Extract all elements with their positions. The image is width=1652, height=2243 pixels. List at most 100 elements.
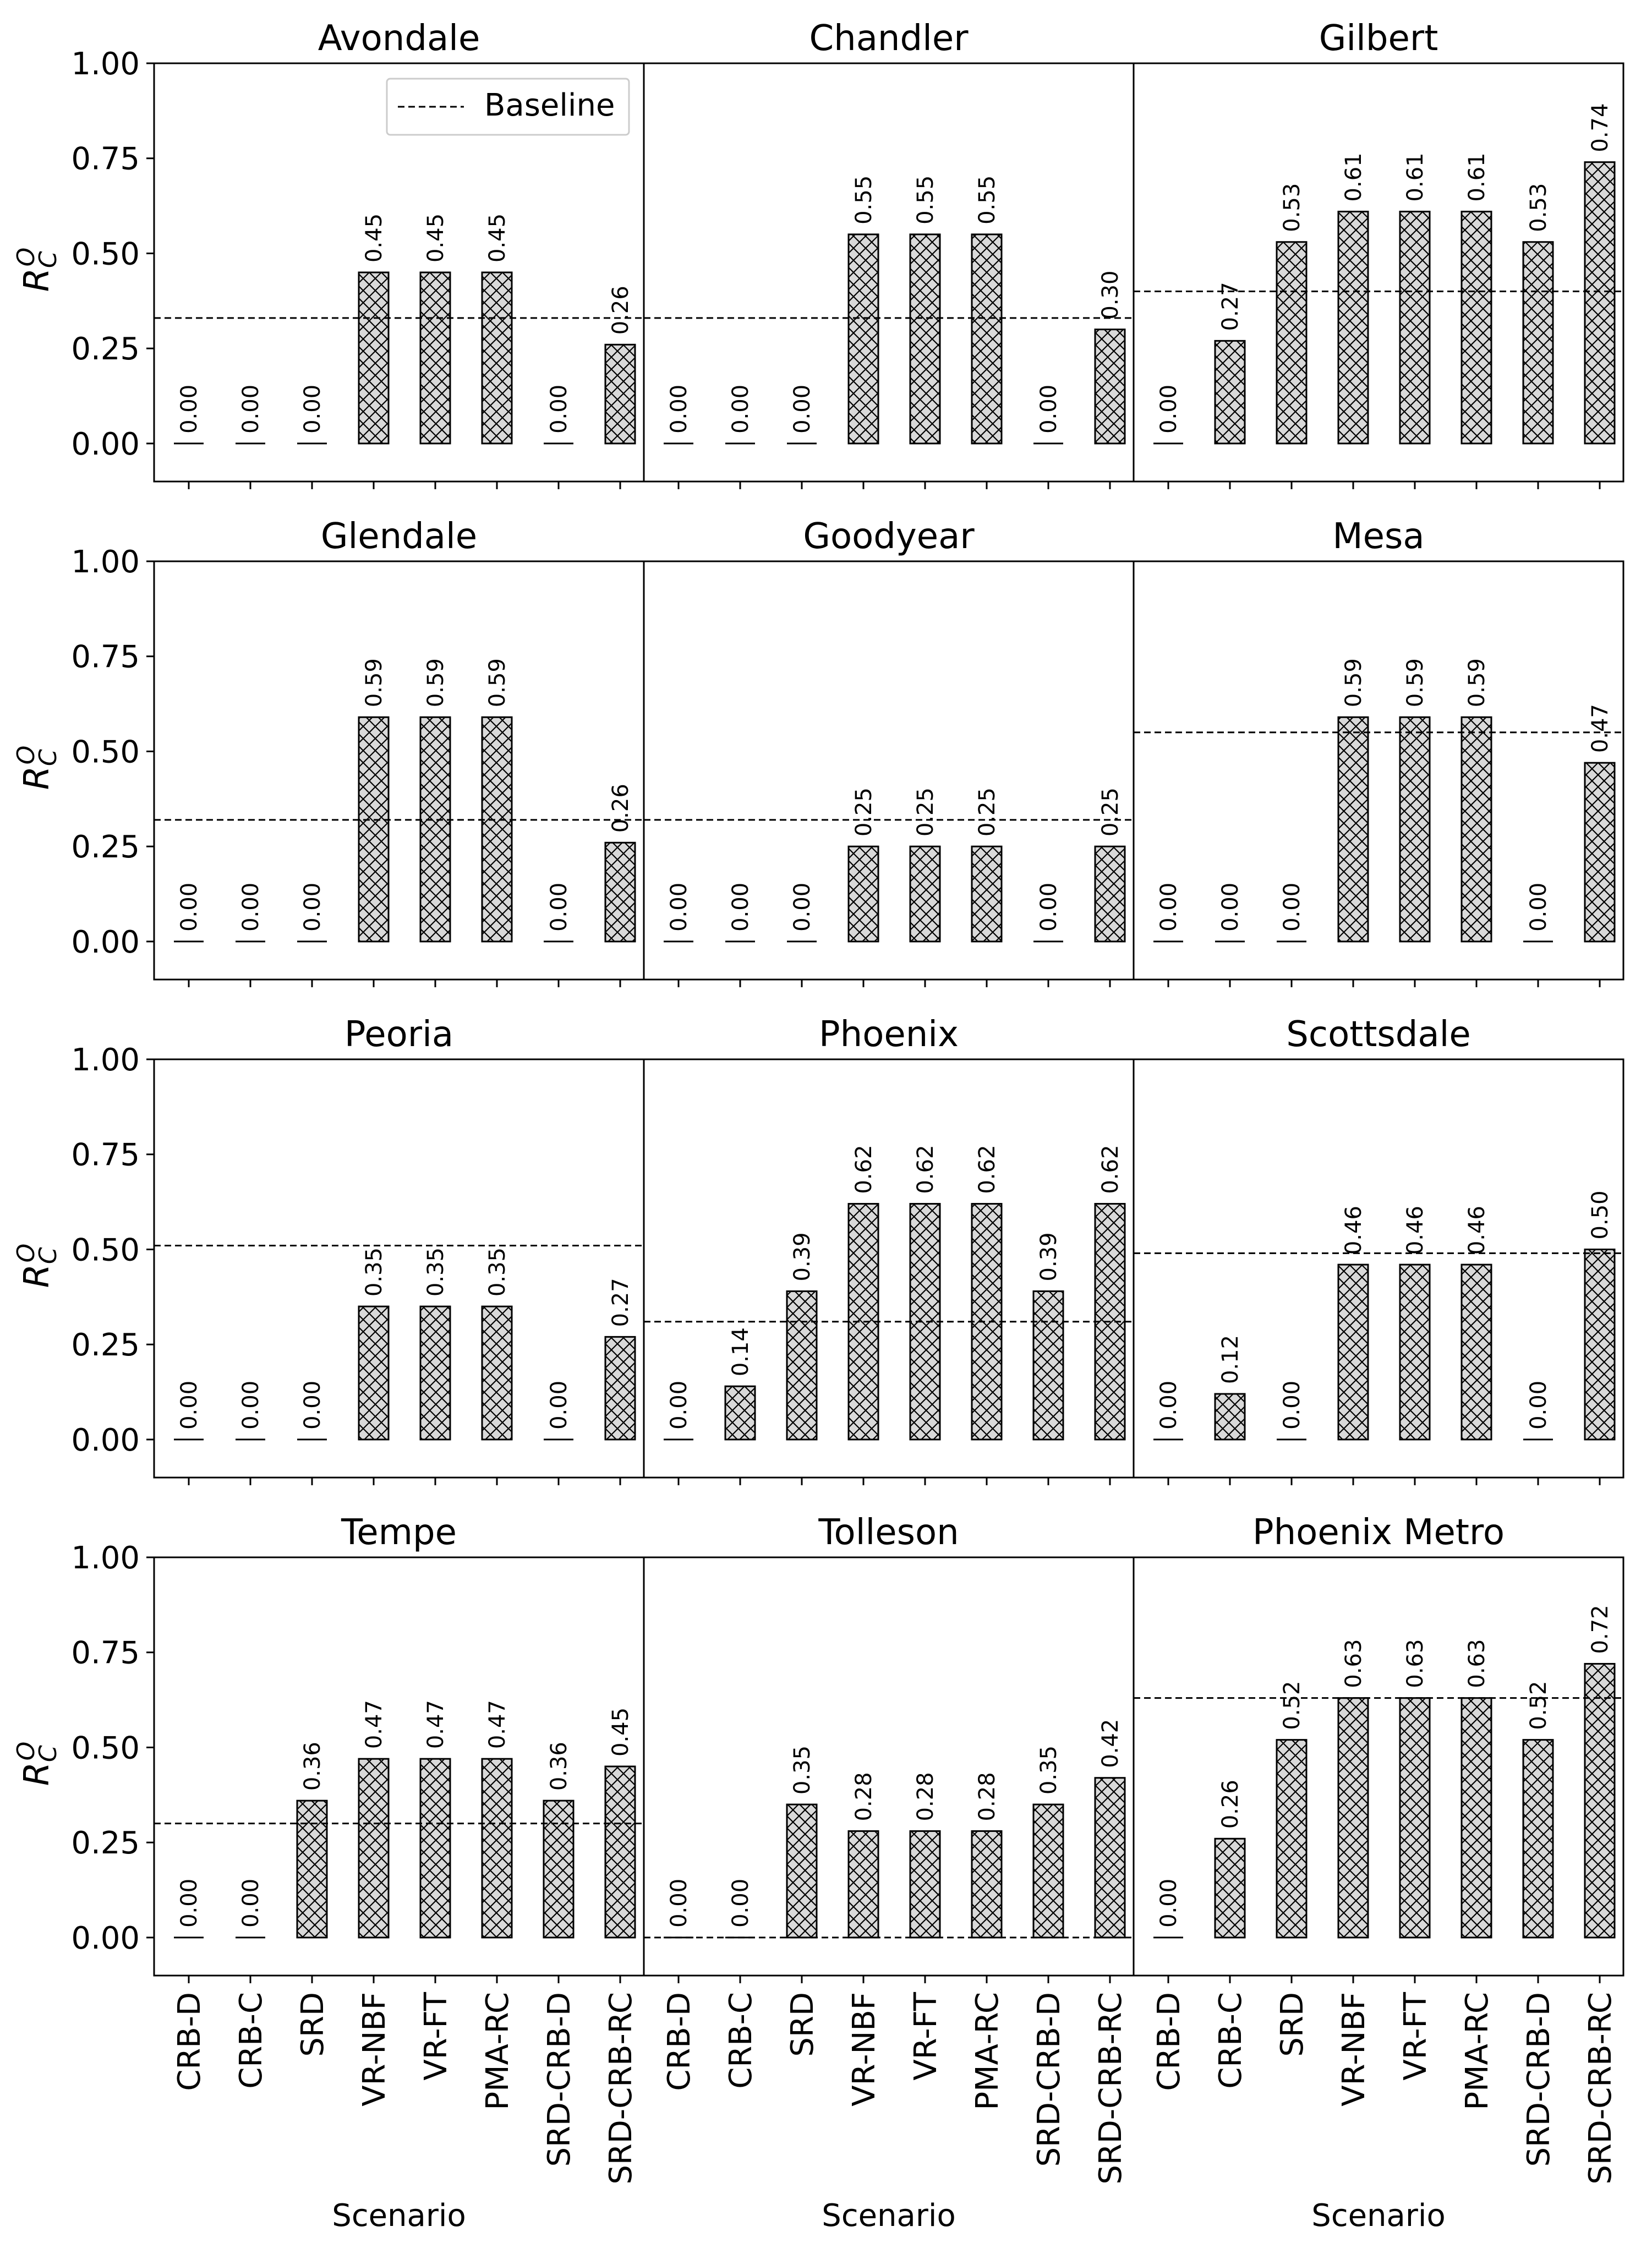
bar-vr-nbf: [1337, 1263, 1369, 1441]
value-label: 0.00: [728, 883, 753, 932]
bar-vr-nbf: [847, 1830, 879, 1939]
value-label: 0.00: [1279, 1381, 1305, 1430]
value-label: 0.00: [728, 385, 753, 434]
bar-vr-ft: [1399, 1697, 1431, 1939]
x-tick-label: VR-NBF: [357, 1992, 392, 2107]
value-label: 0.36: [300, 1742, 325, 1791]
panel-frame: [1133, 1556, 1624, 1977]
y-tick-label: 1.00: [71, 1540, 140, 1576]
value-label: 0.00: [790, 883, 815, 932]
value-label: 0.61: [1464, 152, 1490, 201]
value-label: 0.59: [362, 658, 387, 707]
value-label: 0.00: [177, 385, 202, 434]
value-label: 0.28: [851, 1772, 877, 1821]
y-axis-label: RCO: [12, 1244, 62, 1288]
value-label: 0.00: [1036, 883, 1062, 932]
panel-phoenix: Phoenix 0.00 0.14 0.39 0.62 0.62 0.62 0.39 0.62: [643, 1014, 1135, 1485]
value-label: 0.74: [1588, 103, 1613, 152]
y-tick-label: 1.00: [71, 544, 140, 580]
x-tick-label: CRB-C: [233, 1992, 269, 2089]
bar-vr-ft: [419, 271, 451, 445]
bar-vr-ft: [909, 233, 941, 445]
value-label: 0.26: [608, 286, 633, 335]
value-label: 0.59: [1341, 658, 1366, 707]
bar-vr-ft: [419, 1305, 451, 1441]
value-label: 0.27: [1218, 282, 1243, 331]
y-tick-label: 0.75: [71, 1137, 140, 1173]
value-label: 0.00: [1526, 1381, 1551, 1430]
value-label: 0.25: [975, 787, 1000, 836]
bar-vr-ft: [909, 845, 941, 943]
x-tick-label: SRD-CRB-RC: [1583, 1992, 1618, 2185]
value-label: 0.14: [728, 1327, 753, 1376]
panels-layer: Avondale 0.00 0.00 0.00 0.45 0.45 0.45 0.00 0.26…: [12, 18, 1624, 2234]
value-label: 0.47: [362, 1700, 387, 1749]
value-label: 0.46: [1464, 1206, 1490, 1255]
bar-srd-crb-rc: [1094, 1777, 1126, 1939]
y-tick-label: 0.25: [71, 829, 140, 865]
y-tick-label: 0.25: [71, 1825, 140, 1861]
x-tick-label: CRB-D: [661, 1992, 697, 2091]
value-label: 0.00: [1156, 1381, 1181, 1430]
value-label: 0.39: [1036, 1232, 1062, 1281]
y-tick-label: 0.50: [71, 1232, 140, 1268]
value-label: 0.00: [238, 883, 264, 932]
bar-crb-c: [1214, 340, 1246, 445]
value-label: 0.36: [546, 1742, 572, 1791]
panel-tempe: Tempe 0.00 CRB-D 0.00 CRB-C 0.36 SRD 0.47 VR-NBF…: [12, 1512, 645, 2234]
x-tick-label: CRB-D: [1151, 1992, 1187, 2091]
panel-scottsdale: Scottsdale 0.00 0.12 0.00 0.46 0.46 0.46 0.00 0.…: [1133, 1014, 1624, 1485]
bar-pma-rc: [971, 845, 1003, 943]
value-label: 0.12: [1218, 1335, 1243, 1384]
value-label: 0.62: [1098, 1145, 1123, 1194]
y-tick-label: 0.00: [71, 1423, 140, 1458]
value-label: 0.00: [1156, 385, 1181, 434]
panel-title: Tempe: [341, 1512, 457, 1553]
value-label: 0.00: [728, 1879, 753, 1928]
x-tick-label: VR-NBF: [1336, 1992, 1372, 2107]
panel-mesa: Mesa 0.00 0.00 0.00 0.59 0.59 0.59 0.00 0.47: [1133, 516, 1624, 987]
bar-pma-rc: [1460, 210, 1492, 445]
bar-srd-crb-rc: [1584, 762, 1616, 943]
bar-srd-crb-rc: [604, 1336, 636, 1441]
panel-avondale: Avondale 0.00 0.00 0.00 0.45 0.45 0.45 0.00 0.26…: [12, 18, 645, 489]
panel-title: Avondale: [318, 18, 480, 59]
value-label: 0.42: [1098, 1719, 1123, 1768]
y-tick-label: 0.50: [71, 1730, 140, 1766]
value-label: 0.55: [975, 176, 1000, 225]
x-tick-label: VR-FT: [1398, 1992, 1434, 2080]
bar-vr-nbf: [1337, 716, 1369, 943]
value-label: 0.00: [238, 1879, 264, 1928]
value-label: 0.45: [485, 214, 510, 262]
value-label: 0.00: [546, 385, 572, 434]
bar-srd-crb-d: [1032, 1290, 1064, 1441]
value-label: 0.28: [975, 1772, 1000, 1821]
x-axis-label: Scenario: [822, 2198, 955, 2234]
bar-pma-rc: [481, 1758, 513, 1939]
value-label: 0.63: [1403, 1639, 1428, 1688]
value-label: 0.45: [362, 214, 387, 262]
bar-srd-crb-d: [1522, 241, 1554, 445]
bar-crb-c: [1214, 1837, 1246, 1939]
value-label: 0.52: [1526, 1681, 1551, 1730]
x-tick-label: CRB-C: [723, 1992, 759, 2089]
y-tick-label: 0.50: [71, 236, 140, 272]
panel-title: Phoenix: [819, 1014, 959, 1055]
y-axis-label: RCO: [12, 1742, 62, 1786]
panel-title: Mesa: [1332, 516, 1424, 557]
value-label: 0.63: [1464, 1639, 1490, 1688]
bar-vr-ft: [1399, 1263, 1431, 1441]
bar-vr-ft: [909, 1830, 941, 1939]
panel-glendale: Glendale 0.00 0.00 0.00 0.59 0.59 0.59 0.00 0.26…: [12, 516, 645, 987]
legend-box: [386, 78, 630, 136]
bar-vr-nbf: [358, 1758, 390, 1939]
panel-tolleson: Tolleson 0.00 CRB-D 0.00 CRB-C 0.35 SRD 0.28 VR-…: [643, 1512, 1135, 2234]
bar-srd-crb-rc: [1094, 329, 1126, 445]
bar-vr-ft: [1399, 716, 1431, 943]
bar-pma-rc: [1460, 1697, 1492, 1939]
y-tick-label: 1.00: [71, 46, 140, 82]
bar-vr-ft: [419, 1758, 451, 1939]
bar-srd-crb-d: [1032, 1803, 1064, 1939]
y-tick-label: 0.00: [71, 426, 140, 462]
panel-gilbert: Gilbert 0.00 0.27 0.53 0.61 0.61 0.61 0.53 0.74: [1133, 18, 1624, 489]
